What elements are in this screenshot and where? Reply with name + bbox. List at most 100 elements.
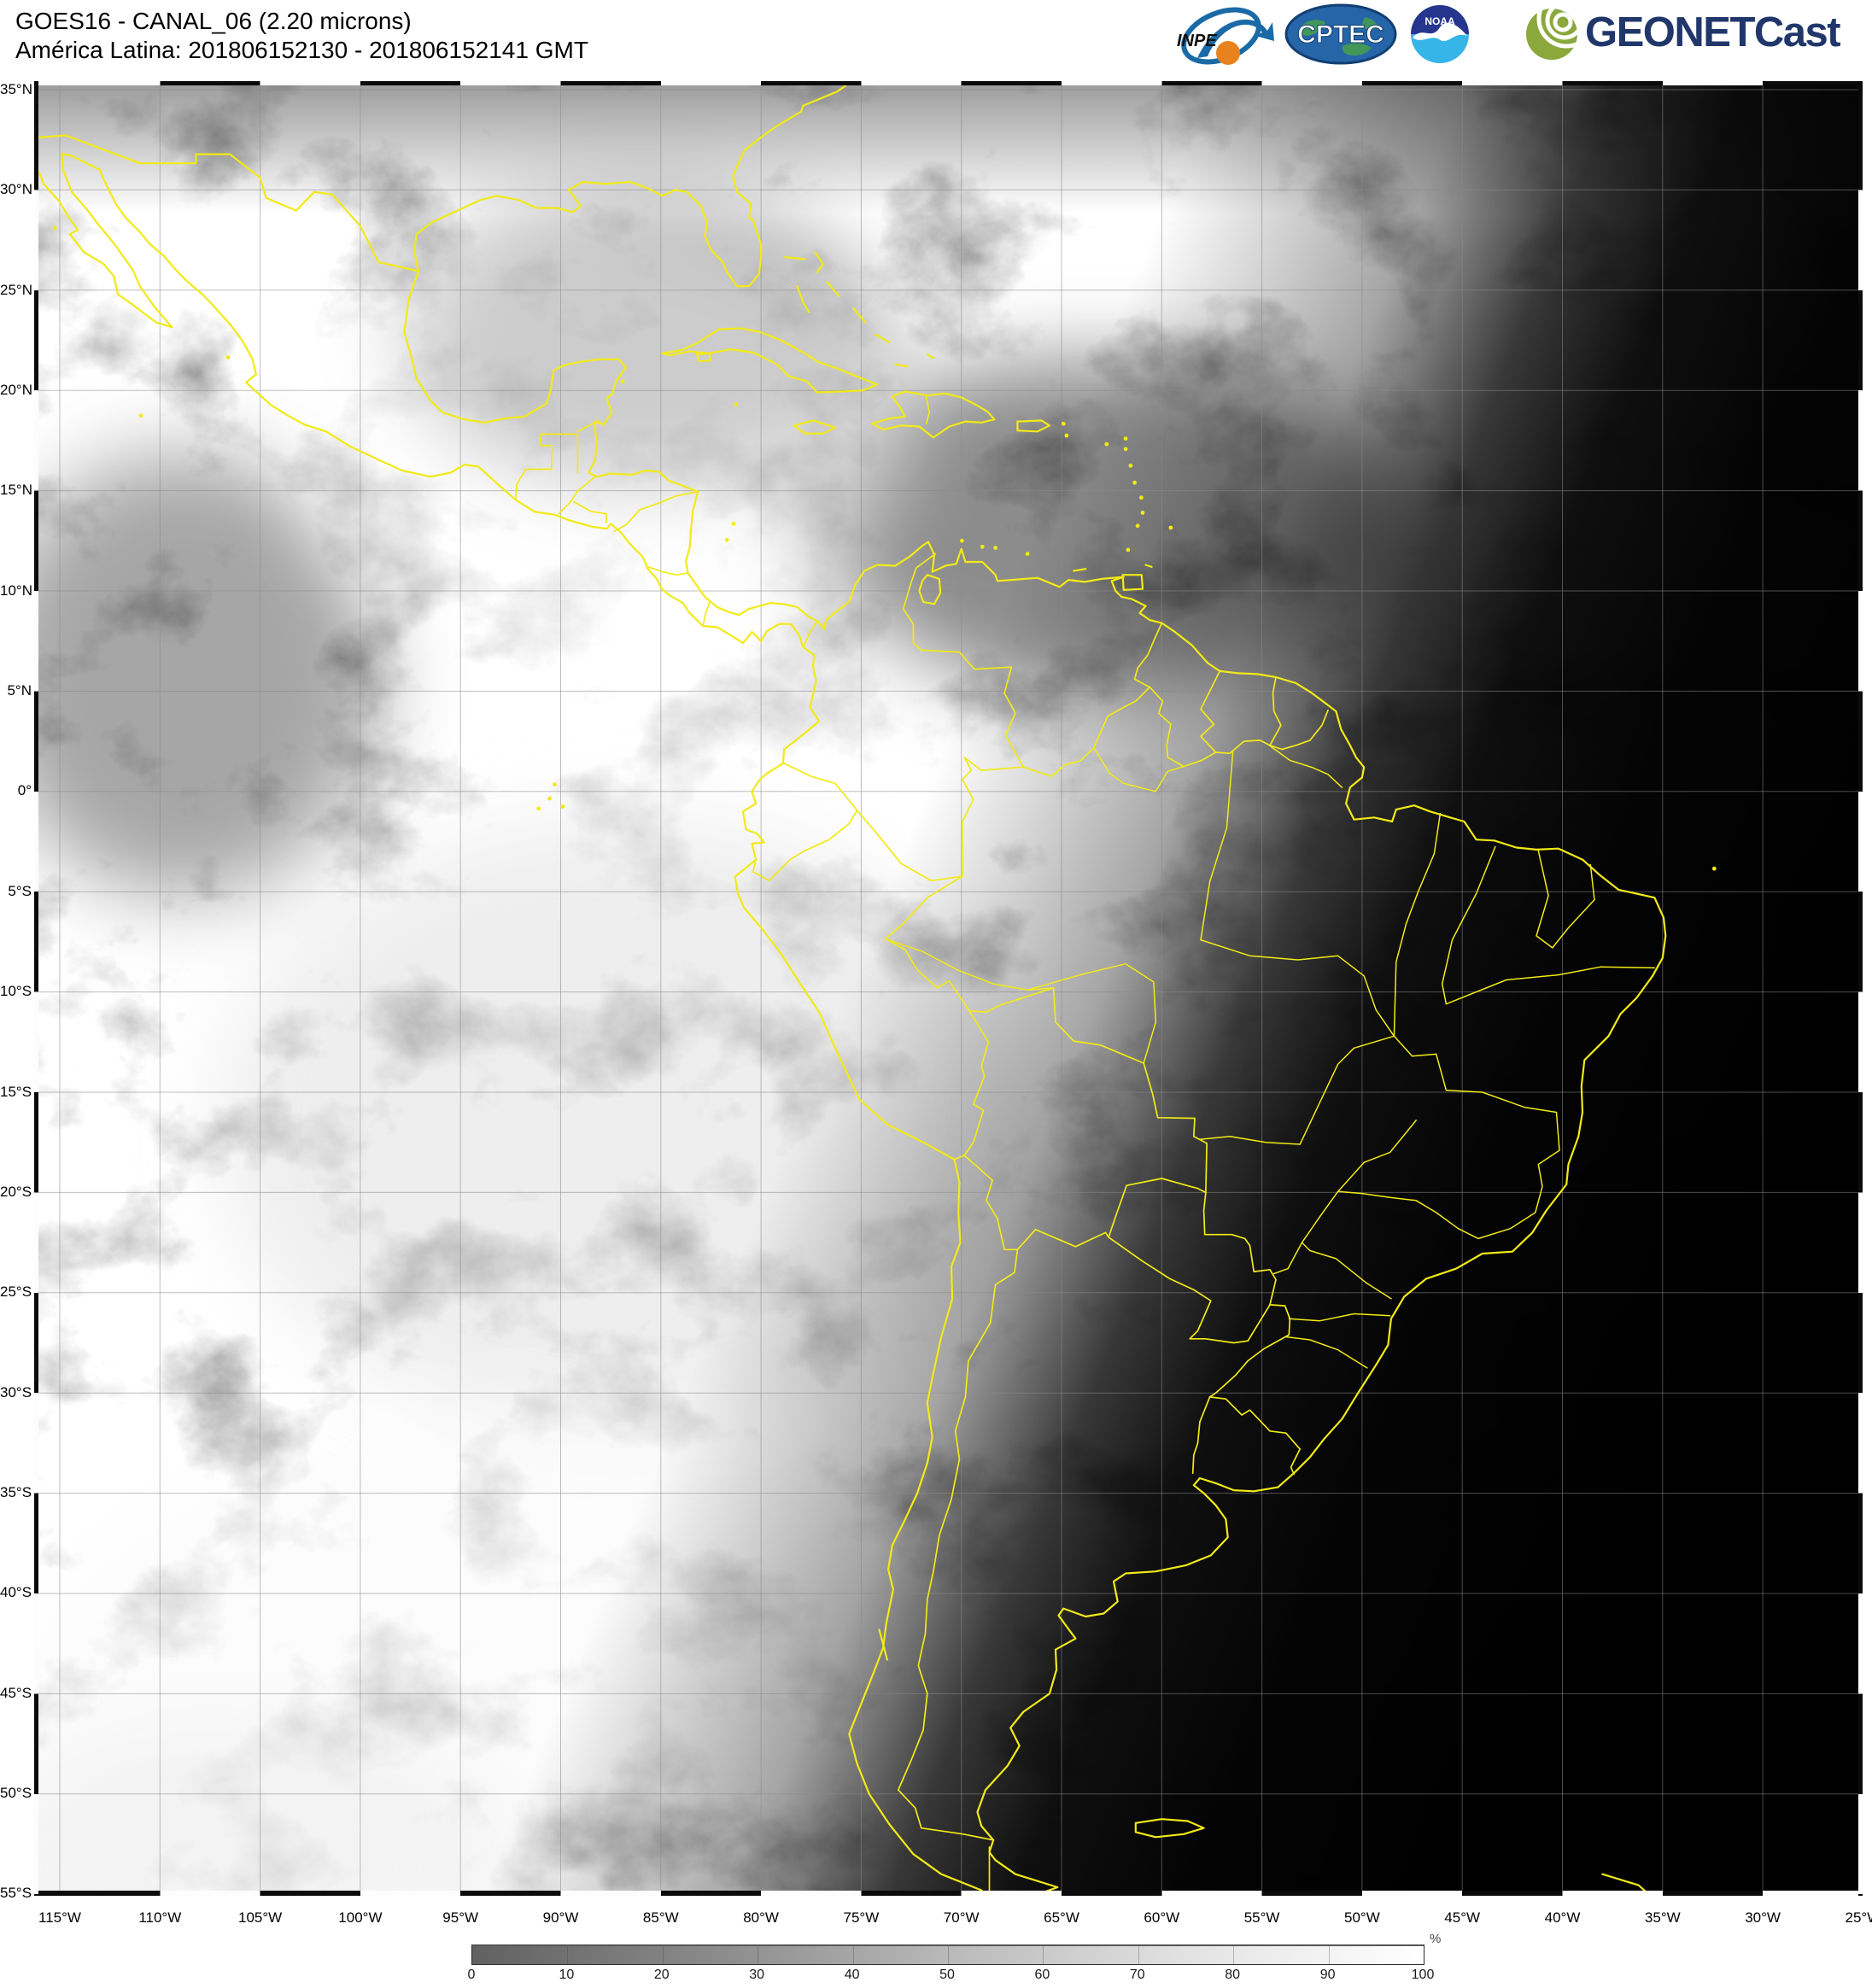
lat-label: 30°N xyxy=(0,181,32,198)
colorbar-unit-label: % xyxy=(1430,1932,1442,1946)
coastline xyxy=(826,281,840,297)
lon-label: 80°W xyxy=(743,1909,779,1926)
lon-label: 45°W xyxy=(1444,1909,1481,1926)
state-border-line xyxy=(1267,743,1343,788)
state-border-line xyxy=(1337,1053,1560,1240)
country-border-line xyxy=(1016,1228,1109,1251)
lon-label: 55°W xyxy=(1243,1909,1280,1926)
lat-label: 55°S xyxy=(0,1885,32,1902)
country-border-line xyxy=(963,1155,1019,1251)
island-marker xyxy=(547,796,552,801)
coastline xyxy=(816,541,1667,1891)
colorbar-tick-label: 90 xyxy=(1319,1968,1336,1982)
coastline xyxy=(38,134,419,272)
island-marker xyxy=(1132,480,1137,485)
colorbar-tick-label: 50 xyxy=(939,1968,955,1982)
reflectance-colorbar xyxy=(471,1944,1424,1965)
day-night-terminator xyxy=(38,85,1858,1891)
island-marker xyxy=(1135,523,1140,529)
geonetcast-sphere-icon xyxy=(1526,9,1577,60)
island-marker xyxy=(980,544,985,549)
lon-label: 100°W xyxy=(338,1909,383,1926)
state-border-line xyxy=(1301,1242,1392,1300)
island-marker xyxy=(225,355,231,360)
island-marker xyxy=(1128,463,1133,468)
lat-label: 10°N xyxy=(0,582,32,599)
state-border-line xyxy=(1445,966,1656,1005)
lat-label: 25°S xyxy=(0,1283,32,1301)
lat-label: 40°S xyxy=(0,1584,32,1601)
country-border-line xyxy=(962,757,1025,877)
lon-label: 85°W xyxy=(642,1909,679,1926)
title-block: GOES16 - CANAL_06 (2.20 microns) América… xyxy=(15,7,588,65)
coastline xyxy=(734,654,984,1891)
state-border-line xyxy=(1536,850,1553,949)
colorbar-tick-label: 0 xyxy=(467,1968,476,1982)
lat-label: 5°S xyxy=(8,882,32,899)
coastline xyxy=(514,499,816,657)
lat-label: 20°S xyxy=(0,1183,32,1200)
island-marker xyxy=(731,521,736,526)
cptec-logo-icon: CPTEC xyxy=(1284,3,1397,65)
coastline xyxy=(814,251,824,273)
island-marker xyxy=(993,546,997,550)
country-border-line xyxy=(1022,686,1151,778)
country-border-line xyxy=(1191,1396,1211,1474)
coastline xyxy=(1134,1818,1205,1839)
country-border-line xyxy=(856,810,963,882)
country-border-line xyxy=(802,620,818,648)
lon-label: 105°W xyxy=(237,1909,283,1926)
colorbar-tick-label: 100 xyxy=(1411,1968,1435,1982)
island-marker xyxy=(1064,433,1069,438)
island-marker xyxy=(734,402,739,406)
colorbar-tick xyxy=(1043,1946,1044,1964)
island-marker xyxy=(536,806,541,811)
country-border-line xyxy=(1133,622,1163,688)
lat-label: 25°N xyxy=(0,281,32,298)
noaa-logo-text: NOAA xyxy=(1424,15,1455,27)
colorbar-tick-label: 30 xyxy=(749,1968,765,1982)
lat-label: 0° xyxy=(17,782,32,799)
colorbar-tick xyxy=(662,1946,664,1964)
coastline xyxy=(413,85,848,288)
state-border-line xyxy=(884,938,1055,991)
coastline xyxy=(1121,574,1144,591)
country-border-line xyxy=(953,1010,990,1161)
country-border-line xyxy=(1200,670,1221,753)
coastline xyxy=(894,363,909,368)
satellite-map[interactable] xyxy=(38,85,1858,1891)
map-frame-bottom xyxy=(34,1891,1863,1896)
island-marker xyxy=(620,379,625,383)
country-border-line xyxy=(1108,1236,1271,1344)
island-marker xyxy=(1025,552,1030,556)
island-marker xyxy=(960,538,964,543)
state-border-line xyxy=(1199,1135,1301,1145)
island-marker xyxy=(553,782,557,786)
lon-label: 115°W xyxy=(38,1909,81,1926)
inpe-logo-icon: INPE xyxy=(1177,7,1274,65)
lon-label: 30°W xyxy=(1745,1909,1781,1926)
coastline xyxy=(695,352,712,363)
state-border-line xyxy=(1092,746,1185,792)
country-border-line xyxy=(752,810,858,882)
country-border-line xyxy=(925,395,931,425)
country-border-line xyxy=(1269,676,1282,746)
country-border-line xyxy=(702,601,711,627)
lon-label: 95°W xyxy=(442,1909,479,1926)
island-marker xyxy=(1104,441,1109,447)
state-border-line xyxy=(1200,938,1395,1038)
island-marker xyxy=(1140,511,1145,515)
grid-and-borders-overlay xyxy=(38,85,1858,1891)
lat-label: 30°S xyxy=(0,1383,32,1400)
country-border-line xyxy=(613,490,699,532)
lon-label: 65°W xyxy=(1044,1909,1079,1926)
colorbar-tick xyxy=(1138,1946,1139,1964)
country-border-line xyxy=(646,565,689,576)
lon-label: 75°W xyxy=(843,1909,880,1926)
country-border-line xyxy=(897,1248,1019,1841)
state-border-line xyxy=(1441,845,1496,1005)
lat-label: 35°S xyxy=(0,1483,32,1500)
coastline xyxy=(1016,419,1050,433)
colorbar-tick xyxy=(1233,1946,1235,1964)
